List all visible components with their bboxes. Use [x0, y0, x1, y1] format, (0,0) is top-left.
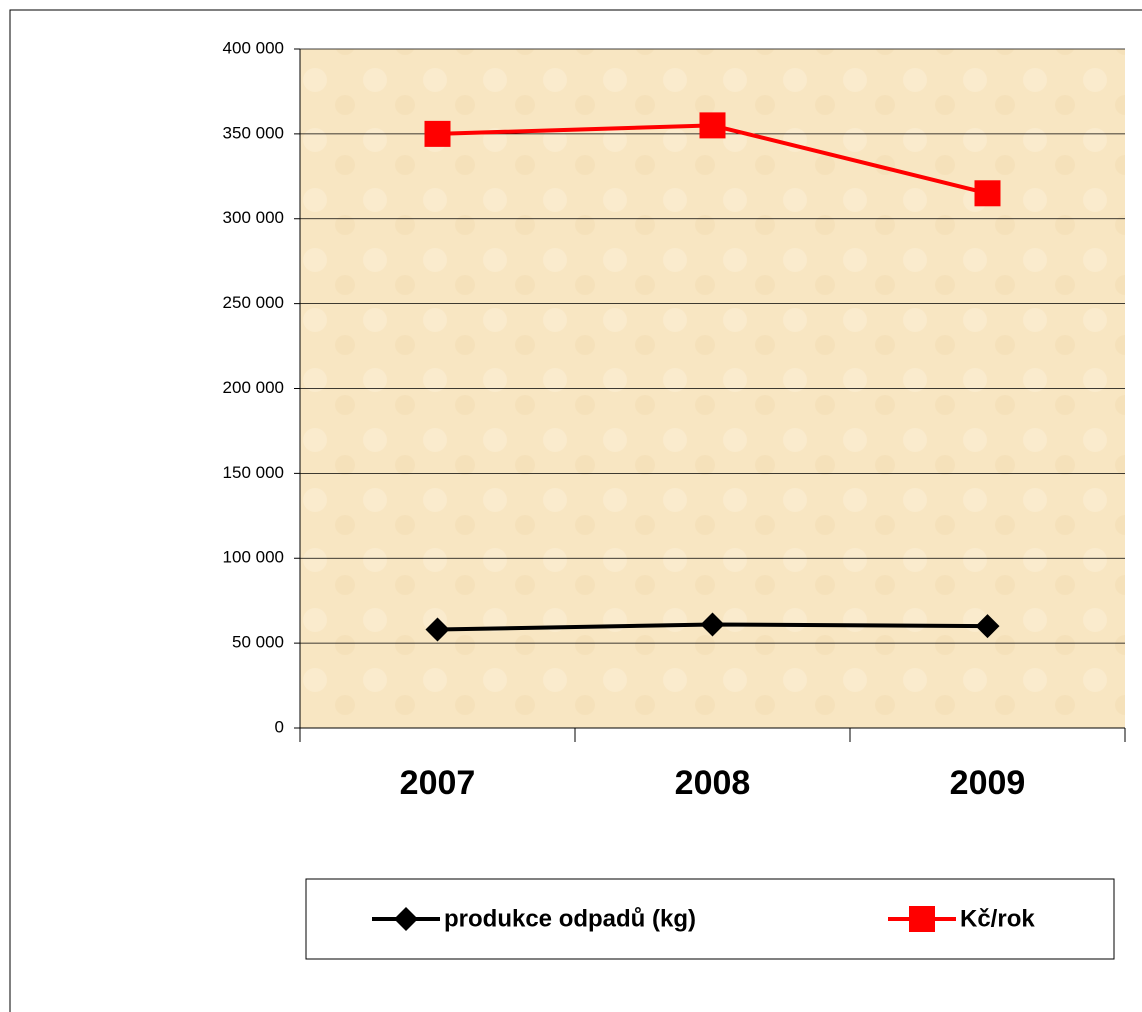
y-tick-label: 50 000	[232, 633, 284, 652]
y-tick-label: 200 000	[223, 378, 284, 397]
data-point	[699, 112, 726, 139]
data-point	[975, 614, 1000, 639]
y-tick-label: 350 000	[223, 123, 284, 142]
y-tick-label: 300 000	[223, 208, 284, 227]
x-tick-label: 2007	[400, 764, 476, 802]
data-point	[974, 180, 1001, 207]
legend-marker	[909, 906, 935, 932]
data-point	[425, 617, 450, 642]
y-tick-label: 250 000	[223, 293, 284, 312]
y-tick-label: 0	[275, 717, 284, 736]
legend-marker	[394, 907, 418, 931]
legend-label: produkce odpadů (kg)	[444, 905, 696, 932]
chart-frame	[9, 9, 1142, 1012]
data-point	[424, 120, 451, 147]
legend-box	[305, 878, 1115, 960]
y-tick-label: 150 000	[223, 463, 284, 482]
x-tick-label: 2008	[675, 764, 751, 802]
y-tick-label: 400 000	[223, 38, 284, 57]
y-tick-label: 100 000	[223, 548, 284, 567]
x-tick-label: 2009	[950, 764, 1026, 802]
data-point	[700, 612, 725, 637]
legend-label: Kč/rok	[960, 905, 1035, 932]
